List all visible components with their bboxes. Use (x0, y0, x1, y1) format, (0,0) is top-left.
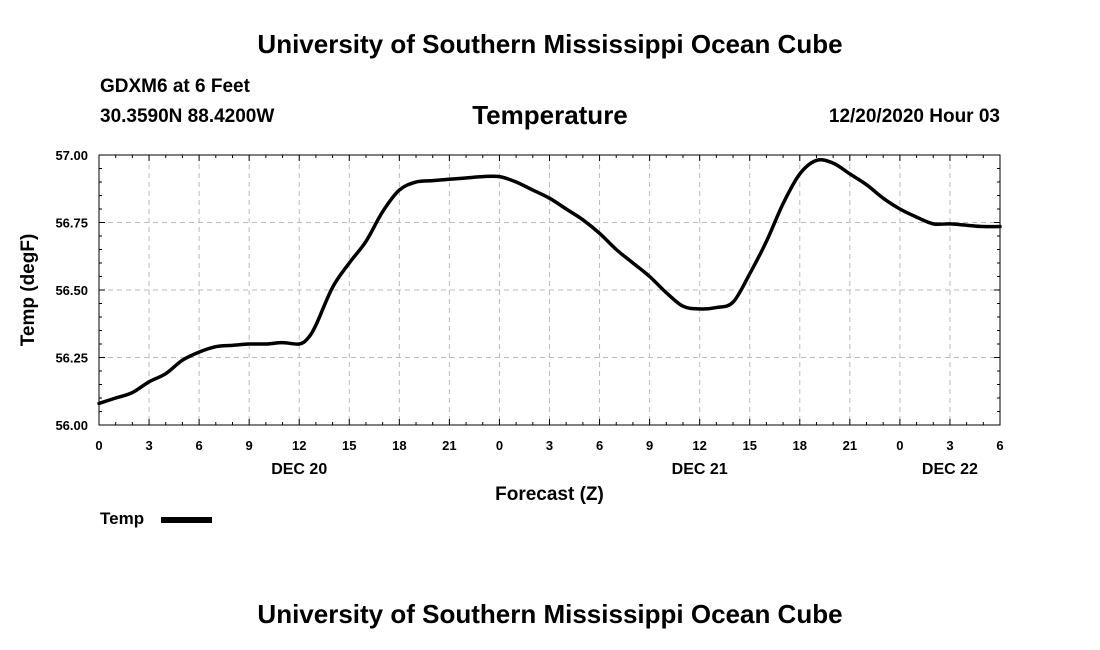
x-tick-label: 12 (292, 438, 306, 453)
y-tick-label: 57.00 (55, 148, 88, 163)
x-tick-label: 18 (392, 438, 406, 453)
x-tick-label: 0 (896, 438, 903, 453)
axis-ticks: 0 3 6 9 12 15 18 21 0 3 6 9 12 15 18 21 0 3 6 56.00 56.25 56.… (55, 148, 1003, 478)
x-tick-label: 12 (692, 438, 706, 453)
x-tick-label: 15 (342, 438, 356, 453)
forecast-timestamp: 12/20/2020 Hour 03 (828, 106, 1000, 127)
page-title: University of Southern Mississippi Ocean… (257, 29, 843, 59)
x-tick-label: 6 (596, 438, 603, 453)
x-tick-label: 6 (195, 438, 202, 453)
series-line-temp (97, 157, 1002, 406)
x-tick-label: 9 (246, 438, 253, 453)
series-layer (97, 157, 1002, 406)
station-name: GDXM6 at 6 Feet (100, 76, 250, 97)
y-axis-label: Temp (degF) (18, 234, 39, 347)
y-tick-label: 56.75 (55, 216, 88, 231)
x-tick-label: 6 (996, 438, 1003, 453)
x-tick-label: 21 (843, 438, 857, 453)
x-tick-label: 3 (546, 438, 553, 453)
y-tick-label: 56.00 (55, 418, 88, 433)
legend-swatch (161, 517, 212, 523)
y-tick-label: 56.50 (55, 283, 88, 298)
date-label: DEC 21 (672, 461, 728, 478)
plot-frame (98, 154, 1001, 426)
x-tick-label: 9 (646, 438, 653, 453)
x-tick-label: 15 (742, 438, 756, 453)
x-tick-label: 18 (793, 438, 807, 453)
x-axis-label: Forecast (Z) (495, 484, 604, 505)
grid (99, 155, 1000, 425)
y-tick-label: 56.25 (55, 351, 88, 366)
x-tick-label: 0 (496, 438, 503, 453)
footer-title: University of Southern Mississippi Ocean… (257, 599, 843, 629)
x-tick-label: 21 (442, 438, 456, 453)
x-tick-label: 3 (145, 438, 152, 453)
legend-label: Temp (100, 509, 145, 528)
chart-title: Temperature (472, 100, 628, 130)
x-tick-label: 3 (946, 438, 953, 453)
x-tick-label: 0 (95, 438, 102, 453)
date-label: DEC 20 (271, 461, 327, 478)
date-label: DEC 22 (922, 461, 978, 478)
station-coordinates: 30.3590N 88.4200W (100, 106, 275, 127)
